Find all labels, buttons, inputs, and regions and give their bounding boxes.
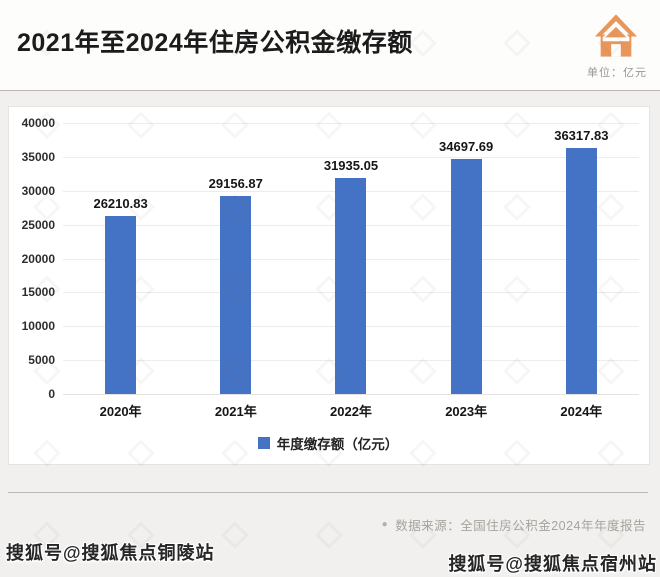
gridline <box>63 156 639 158</box>
bar-value-label: 31935.05 <box>323 157 379 173</box>
y-tick: 5000 <box>28 353 55 368</box>
data-source: ● 数据来源：全国住房公积金2024年年度报告 <box>382 515 646 534</box>
bar-2022 <box>335 177 367 394</box>
x-axis: 2020年 2021年 2022年 2023年 2024年 <box>63 394 639 420</box>
legend-swatch <box>257 437 270 449</box>
bar-group: 29156.87 <box>178 123 293 394</box>
bar-2021 <box>220 196 252 394</box>
x-tick: 2023年 <box>445 404 488 419</box>
watermark-left: 搜狐号@搜狐焦点铜陵站 <box>6 543 215 563</box>
bar-group: 34697.69 <box>409 123 524 394</box>
y-tick: 30000 <box>21 183 55 198</box>
y-tick: 40000 <box>21 116 55 130</box>
header: 2021年至2024年住房公积金缴存额 单位：亿元 <box>0 0 660 91</box>
bar-group: 31935.05 <box>293 123 408 394</box>
bar-2020 <box>105 216 137 394</box>
y-tick: 25000 <box>21 217 55 232</box>
bars-container: 26210.83 29156.87 31935.05 34697.69 3631… <box>63 123 639 394</box>
y-tick: 10000 <box>21 319 55 334</box>
footer-divider <box>8 492 648 493</box>
page-title: 2021年至2024年住房公积金缴存额 <box>17 29 413 57</box>
bar-value-label: 34697.69 <box>439 138 494 154</box>
bar-group: 36317.83 <box>524 123 639 394</box>
legend-label: 年度缴存额（亿元） <box>276 437 399 452</box>
chart-card: 40000 35000 30000 25000 20000 15000 1000… <box>8 106 650 465</box>
bar-2024 <box>565 147 597 394</box>
watermark-right: 搜狐号@搜狐焦点宿州站 <box>448 554 657 574</box>
y-tick: 35000 <box>21 149 55 164</box>
y-tick: 0 <box>48 387 55 401</box>
plot-area: 26210.83 29156.87 31935.05 34697.69 3631… <box>63 123 639 395</box>
data-source-text: 数据来源：全国住房公积金2024年年度报告 <box>395 519 646 533</box>
bar-value-label: 29156.87 <box>208 176 263 192</box>
y-tick: 20000 <box>21 251 55 266</box>
x-tick: 2024年 <box>560 404 603 419</box>
x-tick: 2020年 <box>99 404 142 419</box>
x-tick: 2021年 <box>214 404 257 419</box>
bar-group: 26210.83 <box>63 123 178 394</box>
legend: 年度缴存额（亿元） <box>17 433 639 453</box>
bullet-icon: ● <box>381 519 389 530</box>
house-icon <box>594 14 638 57</box>
bar-value-label: 36317.83 <box>554 127 609 143</box>
unit-label: 单位：亿元 <box>587 67 647 79</box>
bar-2023 <box>450 158 482 394</box>
y-tick: 15000 <box>21 285 55 300</box>
x-tick: 2022年 <box>330 404 372 419</box>
gridline <box>63 123 639 124</box>
bar-value-label: 26210.83 <box>93 196 148 212</box>
y-axis: 40000 35000 30000 25000 20000 15000 1000… <box>17 116 63 401</box>
gridline-baseline <box>63 394 639 395</box>
